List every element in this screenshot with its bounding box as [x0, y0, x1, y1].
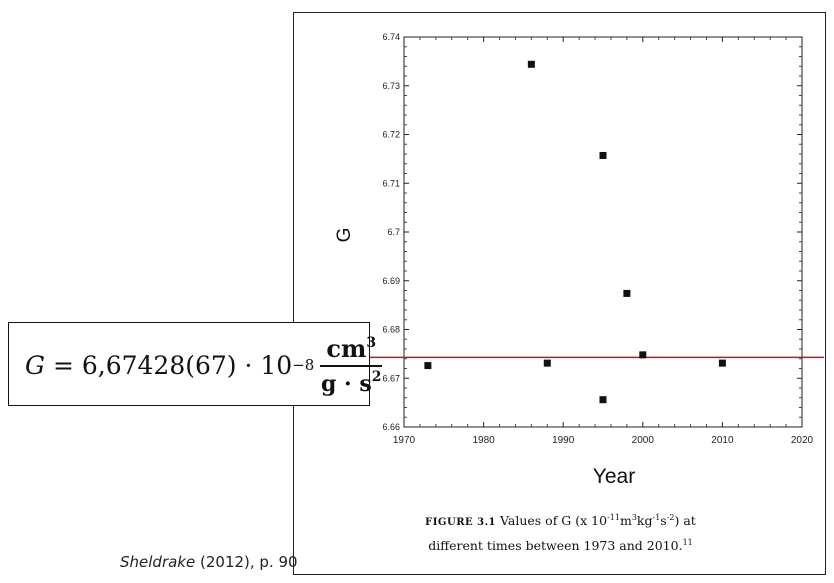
data-point	[599, 151, 607, 159]
source-author: Sheldrake	[120, 553, 196, 571]
formula-lhs: G	[25, 350, 45, 380]
formula-num-unit: cm	[326, 333, 367, 363]
y-tick-label: 6.68	[382, 325, 400, 335]
y-axis-label: G	[334, 228, 355, 243]
data-point	[718, 359, 726, 367]
formula-den-unit: g · s	[320, 370, 372, 397]
formula-den-exp: 2	[371, 368, 382, 385]
plot-frame	[403, 36, 803, 428]
formula-exponent: −8	[292, 356, 315, 374]
y-tick-label: 6.74	[382, 32, 400, 42]
formula-num-exp: 3	[366, 334, 377, 351]
scatter-plot: 1970 1980 1990 2000 2010 2020 6.66 6.67 6.68 6.69…	[334, 32, 824, 488]
formula-value: 6,67428(67)	[81, 350, 237, 380]
x-tick-label: 2010	[711, 435, 734, 446]
y-tick-label: 6.66	[382, 422, 400, 432]
formula-box: G = 6,67428(67) · 10 −8 cm3 g · s2	[8, 322, 383, 406]
x-tick-label: 1990	[552, 435, 575, 446]
data-point	[599, 396, 607, 404]
y-tick-label: 6.67	[382, 373, 400, 383]
y-tick-label: 6.71	[382, 178, 400, 188]
y-tick-label: 6.69	[382, 276, 400, 286]
formula-units: cm3 g · s2	[320, 333, 383, 397]
figure-caption: FIGURE 3.1 Values of G (x 10-11m3kg-1s-2…	[294, 508, 827, 556]
data-point	[543, 359, 551, 367]
y-tick-label: 6.72	[382, 130, 400, 140]
caption-text-1: Values of G (x 10	[500, 513, 608, 529]
caption-ref: 11	[682, 538, 693, 548]
x-axis-label: Year	[593, 465, 635, 488]
x-tick-label: 1970	[393, 435, 416, 446]
caption-text-5: ) at	[674, 513, 696, 529]
data-point	[424, 362, 432, 370]
y-tick-label: 6.7	[387, 227, 400, 237]
x-tick-label: 1980	[472, 435, 495, 446]
caption-exp-1: -11	[607, 513, 620, 522]
data-point	[527, 60, 535, 68]
source-rest: (2012), p. 90	[195, 553, 298, 571]
formula-equals: =	[52, 350, 74, 380]
caption-text-4: s	[660, 513, 667, 529]
caption-text-2: m	[619, 513, 632, 529]
caption-exp-2: 3	[631, 513, 637, 522]
formula-times: ·	[244, 350, 253, 380]
caption-line-2: different times between 1973 and 2010.	[428, 538, 683, 554]
caption-label: FIGURE 3.1	[425, 517, 497, 529]
formula-base: 10	[260, 350, 293, 380]
y-tick-label: 6.73	[382, 81, 400, 91]
caption-text-3: kg	[636, 513, 653, 529]
x-tick-label: 2020	[791, 435, 814, 446]
figure-panel: 1970 1980 1990 2000 2010 2020 6.66 6.67 6.68 6.69…	[293, 12, 826, 575]
gravitational-constant-formula: G = 6,67428(67) · 10 −8 cm3 g · s2	[25, 323, 383, 407]
source-citation: Sheldrake (2012), p. 90	[120, 553, 298, 571]
caption-exp-4: -2	[666, 513, 675, 522]
x-tick-label: 2000	[632, 435, 655, 446]
data-point	[623, 289, 631, 297]
caption-exp-3: -1	[652, 513, 661, 522]
data-point	[639, 351, 647, 359]
